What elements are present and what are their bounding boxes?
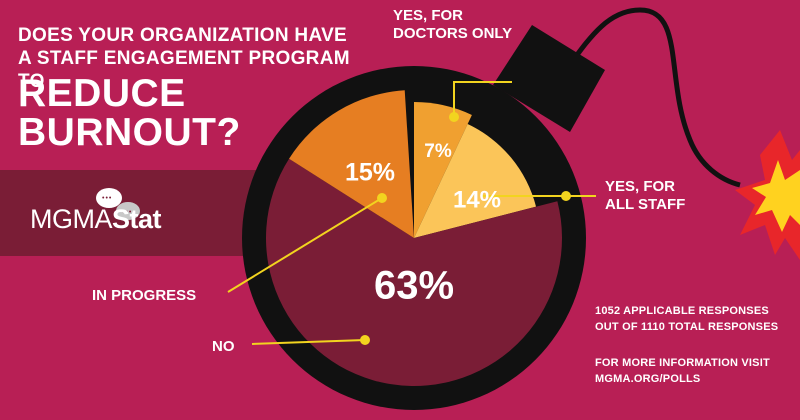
question-text: DOES YOUR ORGANIZATION HAVE A STAFF ENGA… bbox=[18, 25, 350, 92]
category-label-in_progress: IN PROGRESS bbox=[92, 287, 196, 304]
chat-bubble-icon: ••• bbox=[96, 188, 122, 208]
chat-bubble-dots: ••• bbox=[102, 195, 113, 202]
pie-slice-all_staff bbox=[414, 123, 537, 238]
category-label-no: NO bbox=[212, 338, 235, 355]
leader-line-in_progress bbox=[227, 197, 383, 293]
leader-dot-doctors_only bbox=[449, 112, 459, 122]
chat-bubble-secondary-icon: ••• bbox=[116, 202, 140, 220]
mgma-stat-logo: ••• ••• MGMAStat bbox=[30, 188, 200, 238]
responses-note: 1052 APPLICABLE RESPONSES OUT OF 1110 TO… bbox=[595, 305, 779, 333]
slice-value-no: 63% bbox=[374, 264, 454, 308]
leader-line-doctors_only bbox=[453, 81, 512, 117]
logo-wordmark: MGMAStat bbox=[30, 204, 162, 235]
pie-slice-no bbox=[266, 158, 562, 386]
slice-value-doctors_only: 7% bbox=[424, 141, 452, 162]
pie-slice-doctors_only bbox=[414, 102, 472, 238]
slice-value-all_staff: 14% bbox=[453, 186, 501, 213]
logo-wordmark-mgma: MGMA bbox=[30, 204, 113, 234]
question-emphasis: REDUCE BURNOUT? bbox=[18, 72, 241, 154]
bomb-fuse bbox=[550, 7, 741, 188]
more-info-note: FOR MORE INFORMATION VISIT MGMA.ORG/POLL… bbox=[595, 357, 770, 385]
leader-dot-all_staff bbox=[561, 191, 571, 201]
leader-dot-in_progress bbox=[377, 193, 387, 203]
bomb-cap bbox=[493, 25, 605, 132]
leader-dot-no bbox=[360, 335, 370, 345]
category-label-all_staff: YES, FOR ALL STAFF bbox=[605, 178, 685, 213]
slice-value-in_progress: 15% bbox=[345, 159, 395, 187]
logo-wordmark-stat: Stat bbox=[112, 204, 162, 234]
spark-core-icon bbox=[752, 160, 800, 232]
chat-bubble-dots-secondary: ••• bbox=[122, 209, 133, 216]
category-label-doctors_only: YES, FOR DOCTORS ONLY bbox=[393, 7, 512, 42]
leader-line-no bbox=[251, 339, 366, 345]
